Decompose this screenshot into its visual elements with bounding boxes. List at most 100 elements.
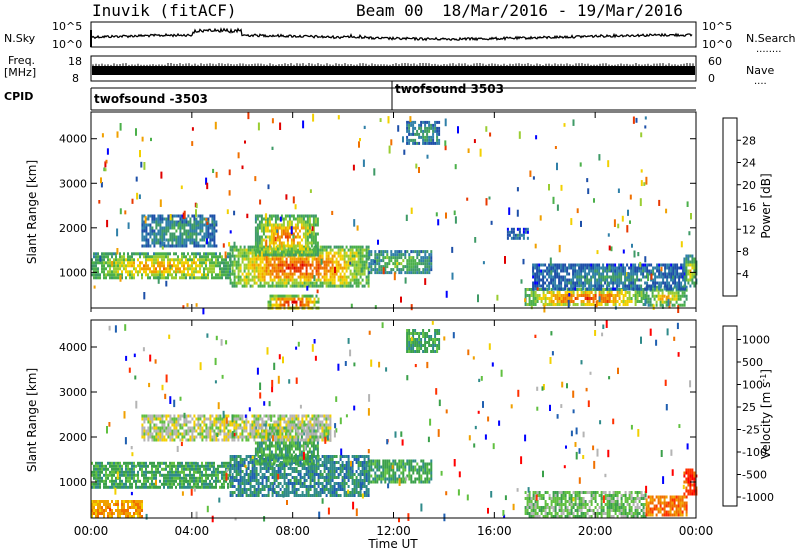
heatmap-cell bbox=[643, 294, 645, 297]
heatmap-cell bbox=[197, 276, 199, 279]
heatmap-cell bbox=[153, 245, 155, 248]
heatmap-cell bbox=[626, 288, 628, 291]
heatmap-cell bbox=[211, 264, 213, 267]
heatmap-cell bbox=[430, 139, 432, 142]
heatmap-cell bbox=[562, 276, 564, 279]
heatmap-cell bbox=[211, 215, 213, 218]
heatmap-cell bbox=[380, 259, 382, 262]
heatmap-cell bbox=[187, 261, 189, 264]
heatmap-cell bbox=[328, 467, 330, 470]
heatmap-cell bbox=[344, 467, 346, 470]
heatmap-speckle bbox=[451, 247, 453, 253]
heatmap-cell bbox=[211, 227, 213, 230]
heatmap-speckle bbox=[618, 189, 620, 193]
heatmap-cell bbox=[99, 483, 101, 486]
heatmap-cell bbox=[554, 285, 556, 288]
heatmap-cell bbox=[430, 250, 432, 253]
heatmap-cell bbox=[330, 467, 332, 470]
heatmap-cell bbox=[296, 491, 298, 494]
heatmap-cell bbox=[637, 291, 639, 294]
heatmap-cell bbox=[131, 270, 133, 273]
heatmap-cell bbox=[330, 267, 332, 270]
heatmap-cell bbox=[342, 482, 344, 485]
heatmap-cell bbox=[600, 273, 602, 276]
heatmap-cell bbox=[360, 255, 362, 258]
heatmap-cell bbox=[209, 245, 211, 248]
heatmap-cell bbox=[165, 239, 167, 242]
heatmap-cell bbox=[532, 267, 534, 270]
heatmap-cell bbox=[288, 282, 290, 285]
heatmap-cell bbox=[165, 270, 167, 273]
heatmap-cell bbox=[644, 276, 646, 279]
heatmap-cell bbox=[622, 264, 624, 267]
heatmap-cell bbox=[238, 485, 240, 488]
heatmap-cell bbox=[159, 255, 161, 258]
heatmap-cell bbox=[139, 267, 141, 270]
heatmap-cell bbox=[272, 285, 274, 288]
heatmap-cell bbox=[336, 491, 338, 494]
heatmap-cell bbox=[199, 227, 201, 230]
heatmap-cell bbox=[133, 258, 135, 261]
heatmap-cell bbox=[660, 285, 662, 288]
heatmap-cell bbox=[574, 285, 576, 288]
cpid-program-1: twofsound -3503 bbox=[94, 92, 208, 106]
heatmap-cell bbox=[195, 270, 197, 273]
heatmap-cell bbox=[175, 471, 177, 474]
heatmap-cell bbox=[185, 233, 187, 236]
heatmap-cell bbox=[267, 254, 269, 257]
heatmap-cell bbox=[159, 224, 161, 227]
heatmap-cell bbox=[223, 480, 225, 483]
heatmap-cell bbox=[171, 233, 173, 236]
heatmap-cell bbox=[157, 230, 159, 233]
heatmap-cell bbox=[277, 245, 279, 248]
heatmap-cell bbox=[215, 264, 217, 267]
heatmap-speckle bbox=[310, 189, 312, 193]
heatmap-cell bbox=[662, 289, 664, 292]
heatmap-cell bbox=[258, 494, 260, 497]
heatmap-cell bbox=[352, 473, 354, 476]
heatmap-cell bbox=[169, 471, 171, 474]
heatmap-cell bbox=[240, 270, 242, 273]
heatmap-cell bbox=[539, 297, 541, 300]
heatmap-cell bbox=[326, 249, 328, 252]
heatmap-cell bbox=[246, 285, 248, 288]
heatmap-cell bbox=[354, 276, 356, 279]
heatmap-cell bbox=[103, 486, 105, 489]
heatmap-cell bbox=[324, 267, 326, 270]
heatmap-speckle bbox=[272, 118, 274, 123]
heatmap-cell bbox=[637, 300, 639, 303]
heatmap-cell bbox=[217, 474, 219, 477]
heatmap-cell bbox=[304, 485, 306, 488]
heatmap-cell bbox=[306, 473, 308, 476]
heatmap-cell bbox=[680, 295, 682, 298]
heatmap-cell bbox=[213, 270, 215, 273]
heatmap-speckle bbox=[531, 306, 533, 310]
heatmap-cell bbox=[338, 473, 340, 476]
heatmap-cell bbox=[314, 301, 316, 304]
heatmap-cell bbox=[129, 462, 131, 465]
heatmap-cell bbox=[207, 483, 209, 486]
heatmap-cell bbox=[195, 233, 197, 236]
heatmap-cell bbox=[95, 462, 97, 465]
heatmap-cell bbox=[315, 221, 317, 224]
heatmap-cell bbox=[250, 458, 252, 461]
heatmap-cell bbox=[95, 276, 97, 279]
heatmap-cell bbox=[161, 261, 163, 264]
heatmap-cell bbox=[205, 230, 207, 233]
heatmap-cell bbox=[232, 479, 234, 482]
heatmap-cell bbox=[356, 458, 358, 461]
heatmap-cell bbox=[310, 488, 312, 491]
heatmap-cell bbox=[318, 301, 320, 304]
heatmap-cell bbox=[340, 467, 342, 470]
heatmap-cell bbox=[610, 288, 612, 291]
heatmap-cell bbox=[242, 482, 244, 485]
heatmap-cell bbox=[260, 273, 262, 276]
heatmap-cell bbox=[187, 215, 189, 218]
heatmap-cell bbox=[534, 285, 536, 288]
heatmap-cell bbox=[398, 256, 400, 259]
nave-tick-top-right: 60 bbox=[708, 55, 722, 68]
heatmap-cell bbox=[348, 485, 350, 488]
heatmap-cell bbox=[352, 479, 354, 482]
heatmap-cell bbox=[668, 270, 670, 273]
heatmap-cell bbox=[181, 276, 183, 279]
